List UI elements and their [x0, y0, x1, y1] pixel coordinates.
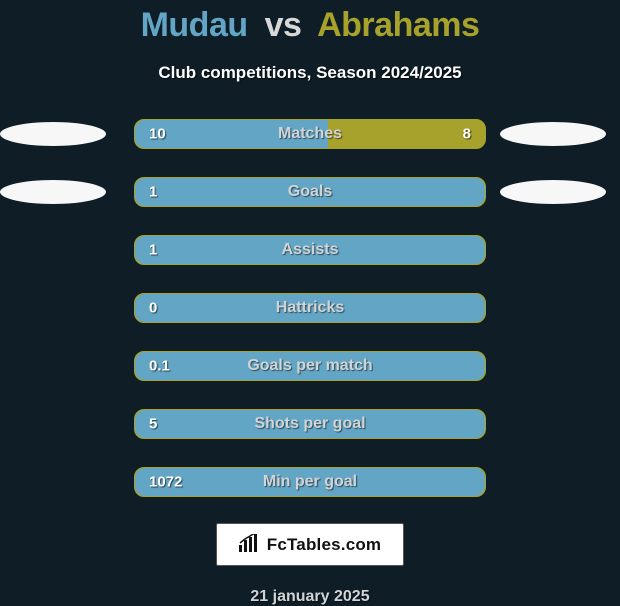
- generated-date: 21 january 2025: [250, 588, 369, 606]
- stat-row: 5 Shots per goal: [0, 409, 620, 439]
- stat-bar: 5 Shots per goal: [134, 409, 486, 439]
- stat-label: Goals: [288, 183, 332, 201]
- stat-row: 0 Hattricks: [0, 293, 620, 323]
- stat-value-player1: 1072: [149, 474, 182, 491]
- stat-value-player1: 1: [149, 242, 157, 259]
- chart-icon: [239, 534, 259, 557]
- comparison-title: Mudau vs Abrahams: [141, 6, 480, 45]
- stat-bars-container: 10 8 Matches 1 Goals 1 Assists 0 Hattricks 0.1 Goa…: [0, 119, 620, 497]
- stat-bar: 0.1 Goals per match: [134, 351, 486, 381]
- stat-bar: 1 Goals: [134, 177, 486, 207]
- footer-logo-text: FcTables.com: [267, 535, 382, 555]
- footer-logo: FcTables.com: [216, 523, 405, 566]
- stat-bar: 0 Hattricks: [134, 293, 486, 323]
- stat-bar: 1 Assists: [134, 235, 486, 265]
- stat-label: Shots per goal: [254, 415, 365, 433]
- stat-label: Assists: [282, 241, 339, 259]
- player2-marker: [500, 180, 606, 204]
- player2-marker: [500, 122, 606, 146]
- player2-name: Abrahams: [317, 6, 479, 44]
- stat-value-player2: 8: [463, 126, 471, 143]
- player1-marker: [0, 122, 106, 146]
- stat-value-player1: 10: [149, 126, 166, 143]
- stat-value-player1: 0: [149, 300, 157, 317]
- stat-label: Goals per match: [247, 357, 372, 375]
- subtitle: Club competitions, Season 2024/2025: [158, 63, 461, 83]
- stat-row: 10 8 Matches: [0, 119, 620, 149]
- stat-label: Min per goal: [263, 473, 357, 491]
- stat-bar: 10 8 Matches: [134, 119, 486, 149]
- stat-bar: 1072 Min per goal: [134, 467, 486, 497]
- stat-row: 1 Goals: [0, 177, 620, 207]
- stat-value-player1: 1: [149, 184, 157, 201]
- stat-value-player1: 5: [149, 416, 157, 433]
- stat-row: 1072 Min per goal: [0, 467, 620, 497]
- stat-row: 0.1 Goals per match: [0, 351, 620, 381]
- stat-label: Matches: [278, 125, 342, 143]
- player1-name: Mudau: [141, 6, 248, 44]
- stat-label: Hattricks: [276, 299, 344, 317]
- title-vs: vs: [265, 6, 302, 44]
- player1-marker: [0, 180, 106, 204]
- stat-value-player1: 0.1: [149, 358, 170, 375]
- stat-row: 1 Assists: [0, 235, 620, 265]
